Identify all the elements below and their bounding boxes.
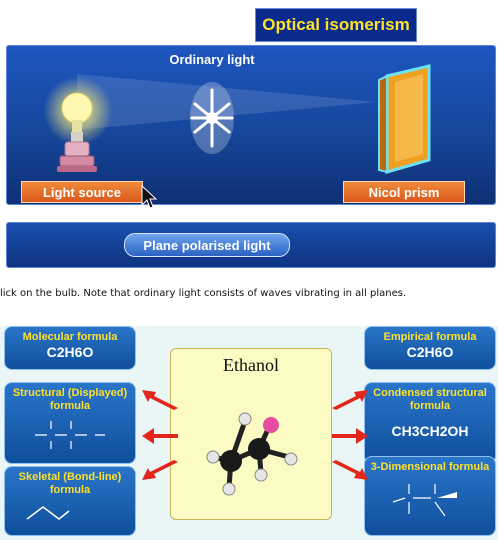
arrow-to-condensed-icon — [332, 428, 368, 444]
light-source-button[interactable]: Light source — [21, 181, 143, 203]
arrow-to-skeletal-icon — [142, 460, 178, 480]
condensed-formula-card[interactable]: Condensed structural formula CH3CH2OH — [364, 382, 496, 464]
light-beam — [77, 74, 377, 130]
arrow-to-three-d-icon — [332, 460, 368, 480]
arrow-to-empirical-icon — [332, 390, 368, 410]
carbon-atom — [220, 450, 242, 472]
optical-isomerism-simulation: Optical isomerism Ordinary light — [6, 8, 496, 268]
nicol-prism-button[interactable]: Nicol prism — [343, 181, 465, 203]
mouse-pointer-icon — [141, 185, 157, 209]
oxygen-atom — [263, 417, 279, 433]
three-d-formula-title: 3-Dimensional formula — [370, 461, 490, 473]
arrow-to-molecular-icon — [142, 390, 178, 410]
skeletal-formula-drawing — [26, 506, 70, 520]
ethanol-molecule-panel: Ethanol — [170, 348, 332, 520]
ethanol-ball-and-stick-model — [206, 412, 298, 496]
nicol-prism-icon — [378, 64, 431, 174]
simulation-title: Optical isomerism — [255, 8, 417, 42]
hydrogen-atom — [206, 450, 220, 464]
condensed-formula-value: CH3CH2OH — [391, 423, 469, 439]
plane-polarised-strip: Plane polarised light — [6, 222, 496, 268]
molecular-formula-value: C2H6O — [46, 344, 94, 360]
structural-formula-title: Structural (Displayed) formula — [12, 387, 128, 412]
ethanol-title: Ethanol — [223, 355, 279, 375]
hydrogen-atom — [254, 468, 268, 482]
ethanol-formula-diagram: Molecular formula C2H6O Structural (Disp… — [0, 326, 498, 540]
hydrogen-atom — [238, 412, 252, 426]
structural-formula-drawing — [35, 421, 105, 449]
skeletal-formula-title: Skeletal (Bond-line) formula — [18, 471, 122, 496]
molecular-formula-card[interactable]: Molecular formula C2H6O — [4, 326, 136, 370]
ordinary-light-star-icon — [190, 82, 234, 154]
molecular-formula-title: Molecular formula — [22, 331, 118, 343]
hydrogen-atom — [222, 482, 236, 496]
hydrogen-atom — [284, 452, 298, 466]
light-bulb-icon[interactable] — [57, 86, 97, 176]
empirical-formula-card[interactable]: Empirical formula C2H6O — [364, 326, 496, 370]
ordinary-light-label: Ordinary light — [169, 52, 255, 67]
light-stage: Ordinary light — [6, 45, 496, 205]
plane-polarised-light-button[interactable]: Plane polarised light — [124, 233, 290, 257]
empirical-formula-value: C2H6O — [406, 344, 454, 360]
structural-formula-card[interactable]: Structural (Displayed) formula — [4, 382, 136, 464]
empirical-formula-title: Empirical formula — [383, 331, 477, 343]
instruction-text: lick on the bulb. Note that ordinary lig… — [0, 288, 407, 299]
condensed-formula-title: Condensed structural formula — [373, 387, 487, 412]
carbon-atom — [248, 438, 270, 460]
skeletal-formula-card[interactable]: Skeletal (Bond-line) formula — [4, 466, 136, 536]
three-d-formula-card[interactable]: 3-Dimensional formula — [364, 456, 496, 536]
arrow-to-structural-icon — [142, 428, 178, 444]
three-d-formula-drawing — [392, 484, 457, 517]
